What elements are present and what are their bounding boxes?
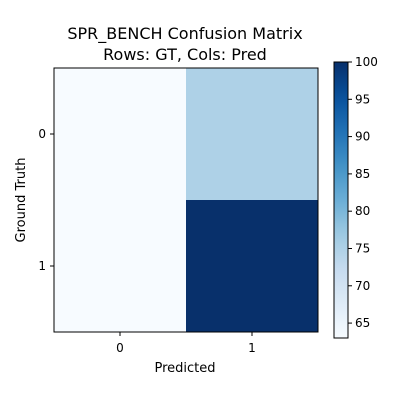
colorbar-tick-label: 70 xyxy=(355,279,370,293)
colorbar-tick-label: 85 xyxy=(355,167,370,181)
x-tick-label: 1 xyxy=(248,341,256,355)
heatmap-cell-r0-c0 xyxy=(54,68,187,201)
x-tick-label: 0 xyxy=(116,341,124,355)
colorbar-tick-label: 95 xyxy=(355,92,370,106)
chart-title: SPR_BENCH Confusion Matrix xyxy=(67,24,302,44)
y-axis-ticks: 01 xyxy=(38,127,54,273)
colorbar-tick-label: 90 xyxy=(355,130,370,144)
heatmap-cell-r1-c0 xyxy=(54,200,187,333)
heatmap-frame xyxy=(53,67,319,333)
colorbar-tick-label: 65 xyxy=(355,316,370,330)
heatmap-cell-r1-c1 xyxy=(186,200,319,333)
x-axis-label: Predicted xyxy=(154,361,215,376)
heatmap-cell-r0-c1 xyxy=(186,68,319,201)
heatmap-cells xyxy=(54,68,319,333)
colorbar-ticks: 65 70 75 80 85 90 95 100 xyxy=(348,55,378,330)
y-tick-label: 1 xyxy=(38,259,46,273)
y-axis-label: Ground Truth xyxy=(14,158,29,243)
colorbar-tick-label: 100 xyxy=(355,55,378,69)
colorbar-tick-label: 75 xyxy=(355,241,370,255)
colorbar-frame xyxy=(333,61,349,339)
chart-subtitle: Rows: GT, Cols: Pred xyxy=(103,45,267,64)
colorbar-gradient xyxy=(334,62,348,338)
colorbar-tick-label: 80 xyxy=(355,204,370,218)
y-tick-label: 0 xyxy=(38,127,46,141)
